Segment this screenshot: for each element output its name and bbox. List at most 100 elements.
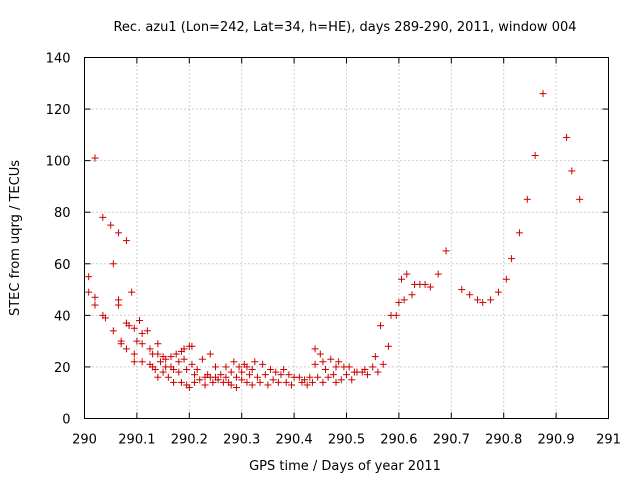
- data-point: [322, 366, 330, 374]
- data-point: [348, 376, 356, 384]
- data-point: [479, 298, 487, 306]
- data-point: [107, 221, 115, 229]
- data-point: [154, 350, 162, 358]
- data-point: [494, 288, 502, 296]
- data-point: [180, 345, 188, 353]
- data-point: [287, 381, 295, 389]
- x-tick-label: 290.5: [328, 433, 365, 448]
- data-point: [130, 324, 138, 332]
- data-point: [374, 368, 382, 376]
- data-point: [426, 283, 434, 291]
- data-point: [115, 229, 123, 237]
- data-point: [285, 371, 293, 379]
- chart-title: Rec. azu1 (Lon=242, Lat=34, h=HE), days …: [113, 20, 576, 35]
- data-point: [151, 366, 159, 374]
- data-point: [324, 373, 332, 381]
- data-point: [306, 373, 314, 381]
- data-point: [251, 358, 259, 366]
- x-tick-label: 290.8: [485, 433, 522, 448]
- data-point: [282, 378, 290, 386]
- data-point: [198, 355, 206, 363]
- data-point: [109, 260, 117, 268]
- data-point: [434, 270, 442, 278]
- data-point: [85, 288, 93, 296]
- data-point: [392, 311, 400, 319]
- x-tick-label: 290.6: [380, 433, 417, 448]
- data-point: [277, 371, 285, 379]
- data-point: [130, 350, 138, 358]
- data-point: [196, 376, 204, 384]
- data-point: [222, 363, 230, 371]
- data-point: [319, 378, 327, 386]
- data-point: [256, 378, 264, 386]
- data-point: [146, 345, 154, 353]
- data-point: [267, 366, 275, 374]
- data-point: [379, 360, 387, 368]
- data-point: [138, 358, 146, 366]
- data-point: [408, 291, 416, 299]
- data-point: [209, 378, 217, 386]
- data-point: [343, 371, 350, 379]
- y-tick-label: 100: [46, 155, 71, 170]
- data-point: [335, 358, 343, 366]
- data-point: [311, 345, 319, 353]
- y-tick-label: 0: [62, 413, 70, 428]
- data-point: [563, 133, 571, 141]
- data-point: [159, 368, 167, 376]
- data-point: [115, 301, 123, 309]
- data-point: [319, 358, 327, 366]
- data-point: [377, 322, 385, 330]
- data-point: [183, 366, 191, 374]
- data-point: [523, 195, 531, 203]
- data-point: [363, 371, 371, 379]
- data-point: [125, 322, 133, 330]
- data-point: [162, 355, 170, 363]
- data-point: [280, 366, 288, 374]
- data-point: [314, 373, 322, 381]
- data-point: [369, 363, 377, 371]
- data-point: [136, 317, 144, 325]
- data-point: [384, 342, 392, 350]
- data-point: [117, 340, 125, 348]
- data-point: [272, 368, 280, 376]
- data-point: [248, 366, 256, 374]
- data-point: [122, 237, 130, 245]
- data-point: [295, 373, 303, 381]
- data-point: [327, 355, 335, 363]
- data-point: [175, 368, 183, 376]
- axis-ticks: [84, 57, 609, 419]
- data-point: [502, 275, 510, 283]
- data-point: [172, 350, 180, 358]
- data-point: [539, 90, 547, 98]
- data-point: [238, 376, 246, 384]
- x-tick-label: 290.3: [223, 433, 260, 448]
- data-point: [361, 366, 369, 374]
- data-point: [193, 366, 201, 374]
- data-points: [85, 90, 584, 392]
- data-point: [109, 327, 117, 335]
- data-point: [487, 296, 495, 304]
- data-point: [227, 368, 235, 376]
- data-point: [214, 376, 222, 384]
- data-point: [227, 381, 235, 389]
- data-point: [99, 213, 107, 221]
- y-tick-label: 120: [46, 103, 71, 118]
- data-point: [167, 353, 175, 361]
- x-tick-label: 290.4: [275, 433, 312, 448]
- y-tick-label: 140: [46, 52, 71, 67]
- data-point: [421, 280, 429, 288]
- data-point: [206, 350, 214, 358]
- data-point: [217, 371, 225, 379]
- data-point: [138, 329, 146, 337]
- data-point: [170, 378, 178, 386]
- data-point: [243, 378, 251, 386]
- data-point: [259, 360, 267, 368]
- data-point: [130, 358, 138, 366]
- data-point: [201, 381, 209, 389]
- data-point: [303, 381, 311, 389]
- data-point: [191, 371, 199, 379]
- data-point: [138, 340, 146, 348]
- data-point: [531, 151, 539, 159]
